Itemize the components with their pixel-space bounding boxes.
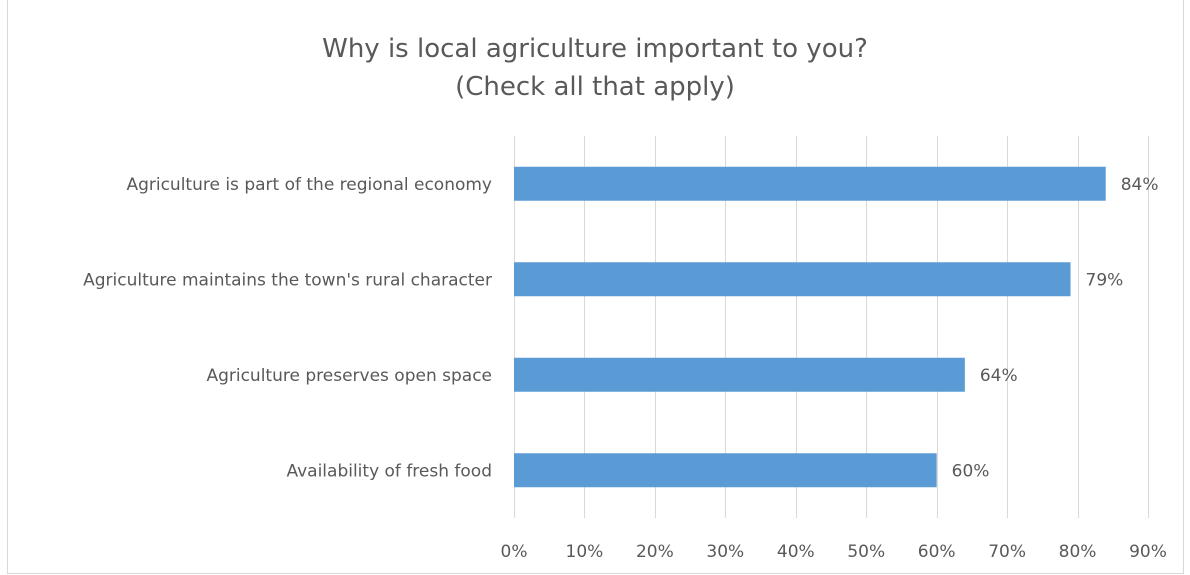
category-label-1: Agriculture is part of the regional econ… bbox=[126, 175, 492, 195]
category-label-2: Agriculture maintains the town's rural c… bbox=[83, 270, 492, 290]
bar-3 bbox=[514, 357, 965, 392]
labels: 0% 10% 20% 30% 40% 50% 60% 70% 80% 90% Agriculture… bbox=[83, 175, 1167, 562]
data-label-1: 84% bbox=[1121, 175, 1159, 195]
bars bbox=[514, 166, 1106, 488]
bar-4 bbox=[514, 453, 937, 488]
x-tick-label-20: 20% bbox=[636, 542, 674, 562]
bar-1 bbox=[514, 166, 1106, 201]
x-tick-label-90: 90% bbox=[1129, 542, 1167, 562]
category-label-3: Agriculture preserves open space bbox=[206, 366, 492, 386]
x-tick-label-10: 10% bbox=[566, 542, 604, 562]
x-tick-label-30: 30% bbox=[706, 542, 744, 562]
x-tick-label-40: 40% bbox=[777, 542, 815, 562]
bar-2 bbox=[514, 262, 1071, 297]
chart-title: Why is local agriculture important to yo… bbox=[0, 30, 1190, 106]
chart-title-line-2: (Check all that apply) bbox=[455, 72, 735, 102]
category-label-4: Availability of fresh food bbox=[286, 461, 492, 481]
x-tick-label-80: 80% bbox=[1059, 542, 1097, 562]
data-label-2: 79% bbox=[1086, 270, 1124, 290]
data-label-3: 64% bbox=[980, 366, 1018, 386]
data-label-4: 60% bbox=[952, 461, 990, 481]
x-tick-label-70: 70% bbox=[988, 542, 1026, 562]
chart-title-line-1: Why is local agriculture important to yo… bbox=[322, 34, 868, 64]
x-tick-label-50: 50% bbox=[847, 542, 885, 562]
x-tick-label-60: 60% bbox=[918, 542, 956, 562]
x-tick-label-0: 0% bbox=[501, 542, 528, 562]
